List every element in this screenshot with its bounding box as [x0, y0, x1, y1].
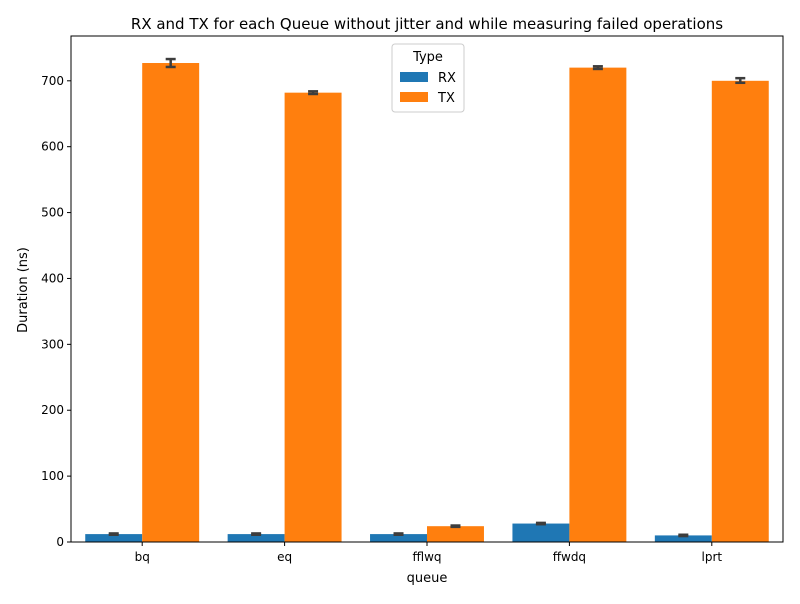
legend-title: Type — [412, 50, 443, 65]
y-tick-label-200: 200 — [41, 403, 64, 417]
y-tick-label-600: 600 — [41, 140, 64, 154]
legend: Type RX TX — [391, 43, 465, 113]
x-tick-label-fflwq: fflwq — [412, 550, 441, 564]
bar-rx-eq — [227, 534, 285, 542]
bar-tx-fflwq — [427, 526, 484, 542]
bar-rx-fflwq — [370, 534, 427, 542]
bar-tx-eq — [284, 92, 342, 542]
y-tick-label-500: 500 — [41, 206, 64, 220]
x-tick-label-lprt: lprt — [702, 550, 723, 564]
legend-swatch-rx — [400, 72, 428, 82]
y-tick-label-700: 700 — [41, 74, 64, 88]
y-axis-label: Duration (ns) — [16, 247, 31, 333]
plot-area: 0 100 200 300 400 500 600 700 bq eq fflwq ffwdq lprt — [41, 35, 784, 564]
bar-rx-bq — [85, 534, 143, 542]
y-tick-label-300: 300 — [41, 337, 64, 351]
bar-tx-bq — [142, 63, 200, 542]
bar-rx-lprt — [654, 535, 712, 542]
y-tick-label-100: 100 — [41, 469, 64, 483]
x-axis-label: queue — [407, 571, 448, 586]
x-tick-label-eq: eq — [277, 550, 292, 564]
bar-tx-ffwdq — [569, 67, 627, 542]
x-tick-label-ffwdq: ffwdq — [553, 550, 586, 564]
legend-swatch-tx — [400, 92, 428, 102]
bar-tx-lprt — [711, 80, 769, 542]
bar-rx-ffwdq — [512, 523, 570, 542]
x-tick-label-bq: bq — [135, 550, 150, 564]
legend-label-tx: TX — [437, 91, 455, 106]
y-tick-label-0: 0 — [56, 535, 64, 549]
y-tick-label-400: 400 — [41, 271, 64, 285]
legend-label-rx: RX — [438, 71, 456, 86]
chart-title: RX and TX for each Queue without jitter … — [131, 15, 723, 33]
